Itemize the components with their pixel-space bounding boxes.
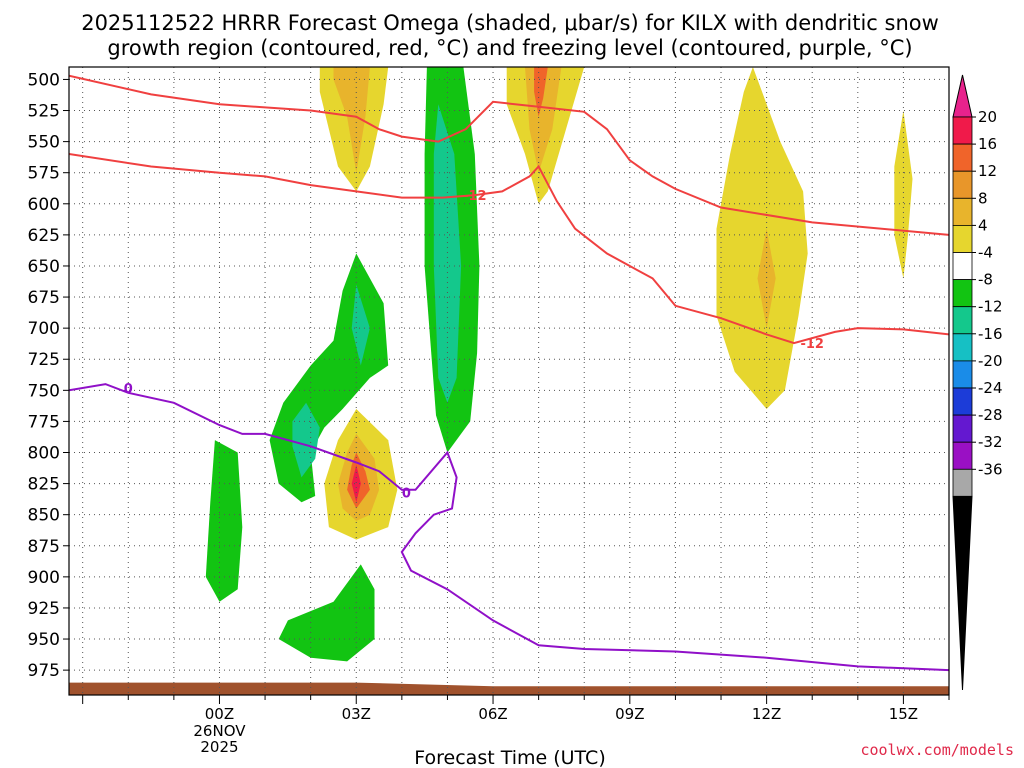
x-date-label-year: 2025 <box>200 738 238 756</box>
y-tick-label-750: 750 <box>28 381 60 401</box>
y-tick-label-550: 550 <box>28 133 60 153</box>
y-tick-label-975: 975 <box>28 661 60 681</box>
colorbar-segment-0 <box>952 116 973 145</box>
colorbar-segment-4 <box>952 224 973 253</box>
colorbar-label-3: 8 <box>978 189 988 207</box>
y-tick-label-675: 675 <box>28 288 60 308</box>
omega-region-5 <box>716 67 808 409</box>
x-date-label-day: 26NOV <box>193 722 246 740</box>
x-tick-label-15Z: 15Z <box>889 705 918 723</box>
y-tick-label-650: 650 <box>28 257 60 277</box>
colorbar-segment-12 <box>952 441 973 470</box>
colorbar-segment-13 <box>952 468 973 497</box>
x-tick-label-00Z: 00Z <box>205 705 234 723</box>
colorbar-segment-2 <box>952 170 973 199</box>
y-tick-label-950: 950 <box>28 630 60 650</box>
credit-text: coolwx.com/models <box>860 741 1014 759</box>
colorbar-label-11: -28 <box>978 406 1003 424</box>
y-tick-label-925: 925 <box>28 599 60 619</box>
chart-title-line1: 2025112522 HRRR Forecast Omega (shaded, … <box>81 11 939 35</box>
y-tick-label-700: 700 <box>28 319 60 339</box>
colorbar-segment-10 <box>952 387 973 416</box>
plot-area <box>69 67 949 695</box>
omega-region-1 <box>333 67 370 173</box>
omega-region-15 <box>351 284 370 366</box>
y-tick-label-850: 850 <box>28 506 60 526</box>
y-tick-label-575: 575 <box>28 164 60 184</box>
colorbar-label-2: 12 <box>978 162 997 180</box>
omega-region-7 <box>894 110 913 279</box>
y-tick-label-825: 825 <box>28 475 60 495</box>
y-tick-label-600: 600 <box>28 195 60 215</box>
colorbar-label-5: -4 <box>978 244 993 262</box>
colorbar-bottom-arrow <box>952 495 973 691</box>
colorbar-label-7: -12 <box>978 298 1003 316</box>
y-tick-label-900: 900 <box>28 568 60 588</box>
omega-region-18 <box>278 564 375 662</box>
x-tick-label-06Z: 06Z <box>478 705 507 723</box>
colorbar-label-10: -24 <box>978 379 1003 397</box>
y-axis: 500 525 550 575 600 625 650 675 700 725 750 775 800 8… <box>28 70 69 681</box>
x-tick-label-09Z: 09Z <box>615 705 644 723</box>
plot-frame <box>68 66 950 696</box>
grid-lines <box>69 67 950 695</box>
colorbar-segment-5 <box>952 252 973 281</box>
chart-title-line2: growth region (contoured, red, °C) and f… <box>107 36 912 60</box>
x-axis-label: Forecast Time (UTC) <box>414 747 605 768</box>
colorbar-label-12: -32 <box>978 433 1003 451</box>
colorbar-label-0: 20 <box>978 108 997 126</box>
colorbar-segment-6 <box>952 279 973 308</box>
colorbar-segment-8 <box>952 333 973 362</box>
contour-lines: -12 -12 0 0 <box>69 74 949 672</box>
freezing-level-label-2: 0 <box>402 486 411 501</box>
colorbar-segment-3 <box>952 197 973 226</box>
omega-region-11 <box>351 464 361 503</box>
colorbar: 20 16 12 8 4 -4 -8 -12 -16 -20 -24 -28 -32 -36 <box>952 74 1003 691</box>
y-tick-label-525: 525 <box>28 102 60 122</box>
colorbar-label-9: -20 <box>978 352 1003 370</box>
colorbar-label-6: -8 <box>978 271 993 289</box>
temperature-contour-1 <box>69 153 949 345</box>
y-tick-label-725: 725 <box>28 350 60 370</box>
omega-region-17 <box>205 440 243 602</box>
y-tick-label-625: 625 <box>28 226 60 246</box>
terrain-band <box>69 682 949 695</box>
colorbar-label-8: -16 <box>978 325 1003 343</box>
colorbar-segment-11 <box>952 414 973 443</box>
colorbar-label-1: 16 <box>978 135 997 153</box>
y-tick-label-800: 800 <box>28 444 60 464</box>
freezing-level-contour <box>69 383 949 672</box>
colorbar-segment-7 <box>952 306 973 335</box>
colorbar-top-arrow <box>952 74 973 118</box>
colorbar-label-4: 4 <box>978 216 988 234</box>
colorbar-segment-1 <box>952 143 973 172</box>
temperature-contour-label-1: -12 <box>463 189 487 204</box>
omega-region-3 <box>525 67 562 173</box>
y-tick-label-500: 500 <box>28 70 60 90</box>
colorbar-segment-9 <box>952 360 973 389</box>
y-tick-label-775: 775 <box>28 412 60 432</box>
temperature-contour-0 <box>69 74 949 236</box>
y-tick-label-875: 875 <box>28 537 60 557</box>
x-tick-label-03Z: 03Z <box>342 705 371 723</box>
x-tick-label-12Z: 12Z <box>752 705 781 723</box>
omega-region-6 <box>757 228 776 329</box>
colorbar-label-13: -36 <box>978 460 1003 478</box>
temperature-contour-label2-1: -12 <box>800 337 824 352</box>
freezing-level-label: 0 <box>124 382 133 397</box>
